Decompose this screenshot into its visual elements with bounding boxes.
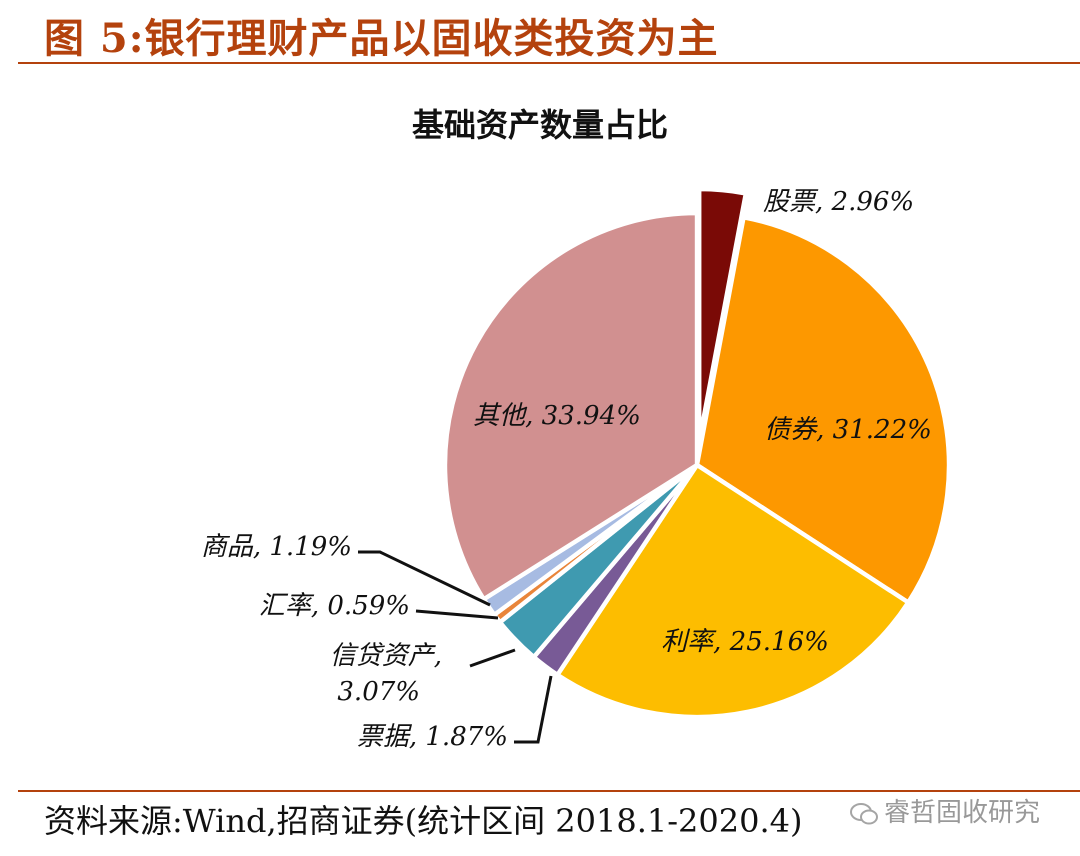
slice-label-商品: 商品, 1.19% (201, 532, 352, 562)
watermark: 睿哲固收研究 (850, 792, 1040, 829)
source-note: 资料来源:Wind,招商证券(统计区间 2018.1-2020.4) (44, 802, 803, 840)
leader-line-汇率 (415, 609, 499, 620)
leader-line-商品 (358, 550, 491, 607)
figure-title: 图 5:银行理财产品以固收类投资为主 (44, 15, 719, 62)
slice-label-信贷资产-value: 3.07% (337, 677, 420, 707)
slice-label-债券: 债券, 31.22% (764, 415, 932, 445)
slice-label-信贷资产: 信贷资产, (330, 641, 442, 671)
title-divider (18, 62, 1080, 64)
watermark-text: 睿哲固收研究 (884, 798, 1041, 828)
pie-slice-债券 (694, 215, 952, 605)
wechat-icon (850, 802, 878, 824)
slice-label-汇率: 汇率, 0.59% (259, 591, 410, 621)
slice-label-股票: 股票, 2.96% (763, 187, 914, 217)
slice-label-其他: 其他, 33.94% (473, 401, 641, 431)
pie-slice-利率 (555, 462, 911, 720)
pie-slice-其他 (442, 210, 700, 602)
pie-slice-股票 (697, 186, 749, 444)
slice-label-利率: 利率, 25.16% (661, 627, 829, 657)
leader-line-信贷资产 (469, 648, 516, 668)
leader-line-票据 (514, 675, 553, 744)
pie-chart: 股票, 2.96% 债券, 31.22% 利率, 25.16% 票据, 1.87% 信贷… (200, 186, 952, 752)
chart-title: 基础资产数量占比 (411, 106, 668, 144)
source-divider (18, 790, 1080, 792)
slice-label-票据: 票据, 1.87% (357, 722, 508, 752)
